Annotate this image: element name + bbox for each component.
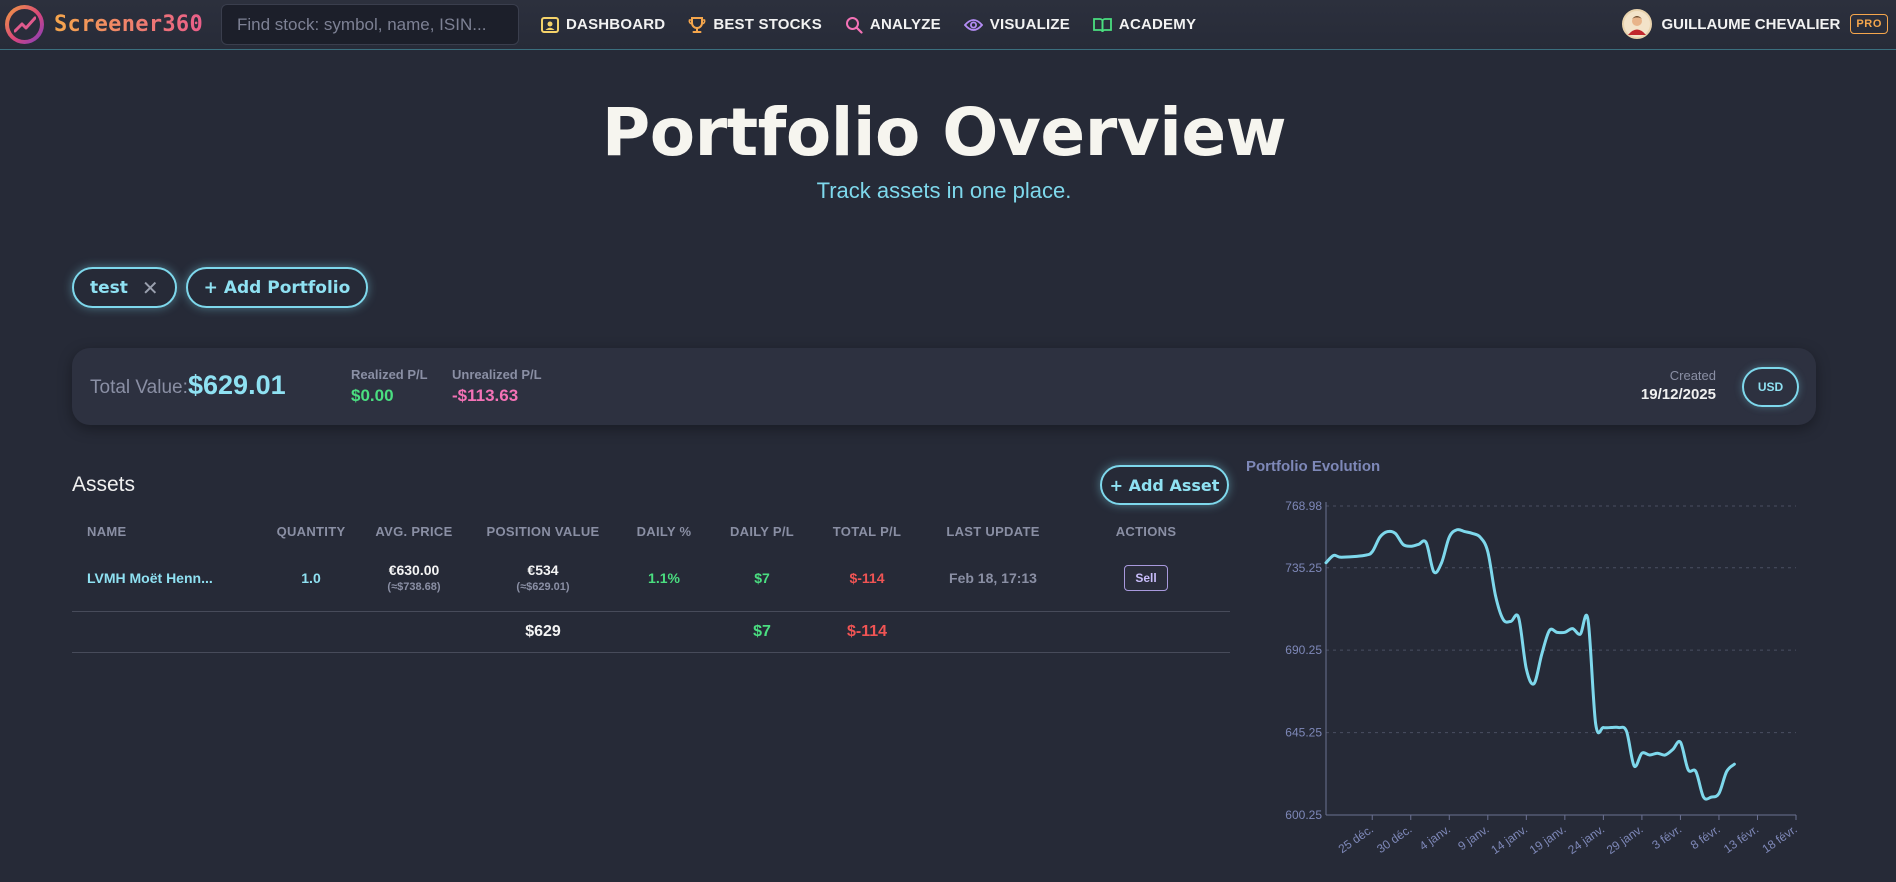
x-tick-label: 4 janv.	[1417, 822, 1453, 853]
series-line-portfolio-value[interactable]	[1324, 528, 1736, 801]
top-navbar: Screener360 DASHBOARD BEST STOCKS	[0, 0, 1896, 50]
y-tick-label: 600.25	[1285, 808, 1322, 822]
portfolio-summary-card: Total Value: $629.01 Realized P/L $0.00 …	[72, 348, 1816, 425]
brand-name: Screener360	[54, 12, 203, 37]
asset-total-pl: $-114	[810, 545, 924, 612]
portfolio-evolution-chart[interactable]: 768.98 735.25 690.25 645.25 600.25 25 déc.30 …	[1246, 488, 1806, 858]
nav-best-stocks[interactable]: BEST STOCKS	[688, 16, 822, 34]
portfolio-tabs: test ✕ + Add Portfolio	[72, 267, 377, 308]
total-value: $629.01	[188, 370, 286, 400]
assets-section-title: Assets	[72, 473, 136, 496]
logo-icon	[5, 5, 44, 44]
chart-title: Portfolio Evolution	[1246, 458, 1381, 475]
table-header-row: NAME QUANTITY AVG. PRICE POSITION VALUE …	[72, 517, 1230, 545]
nav-academy[interactable]: ACADEMY	[1093, 16, 1196, 33]
created-date: 19/12/2025	[1640, 386, 1716, 403]
table-row[interactable]: LVMH Moët Henn... 1.0 €630.00 (≈$738.68)…	[72, 545, 1230, 612]
total-total-pl: $-114	[810, 611, 924, 653]
asset-position-value: €534	[527, 562, 559, 579]
currency-toggle-button[interactable]: USD	[1742, 367, 1799, 407]
y-tick-label: 690.25	[1285, 643, 1322, 657]
book-icon	[1093, 17, 1112, 32]
col-total-pl[interactable]: TOTAL P/L	[832, 523, 902, 539]
asset-avg-price-converted: (≈$738.68)	[387, 581, 441, 594]
asset-actions-cell: Sell	[1062, 545, 1230, 612]
user-menu[interactable]: GUILLAUME CHEVALIER PRO	[1622, 9, 1888, 39]
assets-table: NAME QUANTITY AVG. PRICE POSITION VALUE …	[72, 517, 1230, 653]
eye-icon	[963, 18, 983, 31]
col-last-update[interactable]: LAST UPDATE	[946, 523, 1040, 539]
x-tick-label: 18 févr.	[1759, 822, 1799, 856]
avatar[interactable]	[1622, 9, 1653, 39]
nav-dashboard-label: DASHBOARD	[566, 16, 666, 33]
realized-pl: Realized P/L $0.00	[351, 367, 428, 406]
dashboard-icon	[541, 16, 559, 33]
x-tick-label: 25 déc.	[1336, 822, 1376, 856]
user-avatar-icon	[1628, 16, 1647, 35]
realized-pl-value: $0.00	[351, 386, 394, 405]
x-tick-label: 3 févr.	[1649, 822, 1684, 852]
portfolio-tab-test[interactable]: test ✕	[72, 267, 177, 308]
magnifier-icon	[845, 16, 863, 34]
page-subtitle: Track assets in one place.	[816, 178, 1072, 203]
nav-best-stocks-label: BEST STOCKS	[713, 16, 822, 33]
x-tick-label: 13 févr.	[1721, 822, 1761, 856]
main-nav: DASHBOARD BEST STOCKS ANALYZE VISUALIZE	[541, 16, 1219, 34]
asset-name[interactable]: LVMH Moët Henn...	[72, 545, 266, 612]
nav-academy-label: ACADEMY	[1118, 16, 1197, 33]
nav-analyze[interactable]: ANALYZE	[845, 16, 941, 34]
brand-logo[interactable]: Screener360	[5, 5, 203, 44]
x-tick-label: 29 janv.	[1604, 822, 1646, 857]
user-name: GUILLAUME CHEVALIER	[1661, 15, 1841, 33]
close-icon[interactable]: ✕	[141, 275, 159, 300]
nav-visualize-label: VISUALIZE	[989, 16, 1070, 33]
nav-dashboard[interactable]: DASHBOARD	[541, 16, 665, 33]
asset-quantity: 1.0	[266, 545, 356, 612]
asset-daily-pl: $7	[714, 545, 810, 612]
nav-analyze-label: ANALYZE	[869, 16, 941, 33]
col-position-value[interactable]: POSITION VALUE	[486, 523, 600, 539]
x-tick-label: 9 janv.	[1455, 822, 1491, 853]
x-tick-label: 14 janv.	[1488, 822, 1530, 857]
unrealized-pl: Unrealized P/L -$113.63	[452, 367, 542, 406]
col-avg-price[interactable]: AVG. PRICE	[375, 523, 453, 539]
asset-daily-pct: 1.1%	[614, 545, 714, 612]
y-tick-label: 735.25	[1285, 561, 1322, 575]
total-position-value: $629	[472, 611, 614, 653]
asset-position-value-converted: (≈$629.01)	[516, 581, 570, 594]
asset-last-update: Feb 18, 17:13	[924, 545, 1062, 612]
sell-button[interactable]: Sell	[1124, 564, 1168, 591]
y-tick-label: 645.25	[1285, 726, 1322, 740]
pro-badge: PRO	[1850, 14, 1888, 34]
asset-avg-price: €630.00	[388, 562, 440, 579]
col-actions: ACTIONS	[1115, 523, 1177, 539]
asset-avg-price-cell: €630.00 (≈$738.68)	[356, 545, 472, 612]
x-tick-label: 30 déc.	[1374, 822, 1414, 856]
created-label: Created	[1669, 368, 1716, 383]
x-tick-label: 19 janv.	[1527, 822, 1569, 857]
nav-visualize[interactable]: VISUALIZE	[963, 16, 1070, 33]
y-tick-label: 768.98	[1285, 499, 1322, 513]
asset-position-value-cell: €534 (≈$629.01)	[472, 545, 614, 612]
col-quantity[interactable]: QUANTITY	[276, 523, 346, 539]
total-daily-pl: $7	[714, 611, 810, 653]
col-daily-pct[interactable]: DAILY %	[636, 523, 692, 539]
page-title: Portfolio Overview	[601, 94, 1287, 171]
total-value-label: Total Value:	[90, 377, 188, 398]
col-daily-pl[interactable]: DAILY P/L	[729, 523, 795, 539]
table-totals-row: $629 $7 $-114	[72, 611, 1230, 653]
portfolio-tab-label: test	[90, 277, 128, 298]
x-tick-label: 24 janv.	[1565, 822, 1607, 857]
add-asset-button[interactable]: + Add Asset	[1100, 465, 1229, 505]
col-name[interactable]: NAME	[87, 523, 127, 539]
realized-pl-label: Realized P/L	[351, 367, 428, 382]
stock-search-input[interactable]	[221, 4, 519, 45]
unrealized-pl-label: Unrealized P/L	[452, 367, 542, 382]
x-tick-label: 8 févr.	[1688, 822, 1723, 852]
trophy-icon	[688, 16, 706, 33]
unrealized-pl-value: -$113.63	[452, 386, 519, 405]
add-portfolio-button[interactable]: + Add Portfolio	[185, 267, 369, 308]
